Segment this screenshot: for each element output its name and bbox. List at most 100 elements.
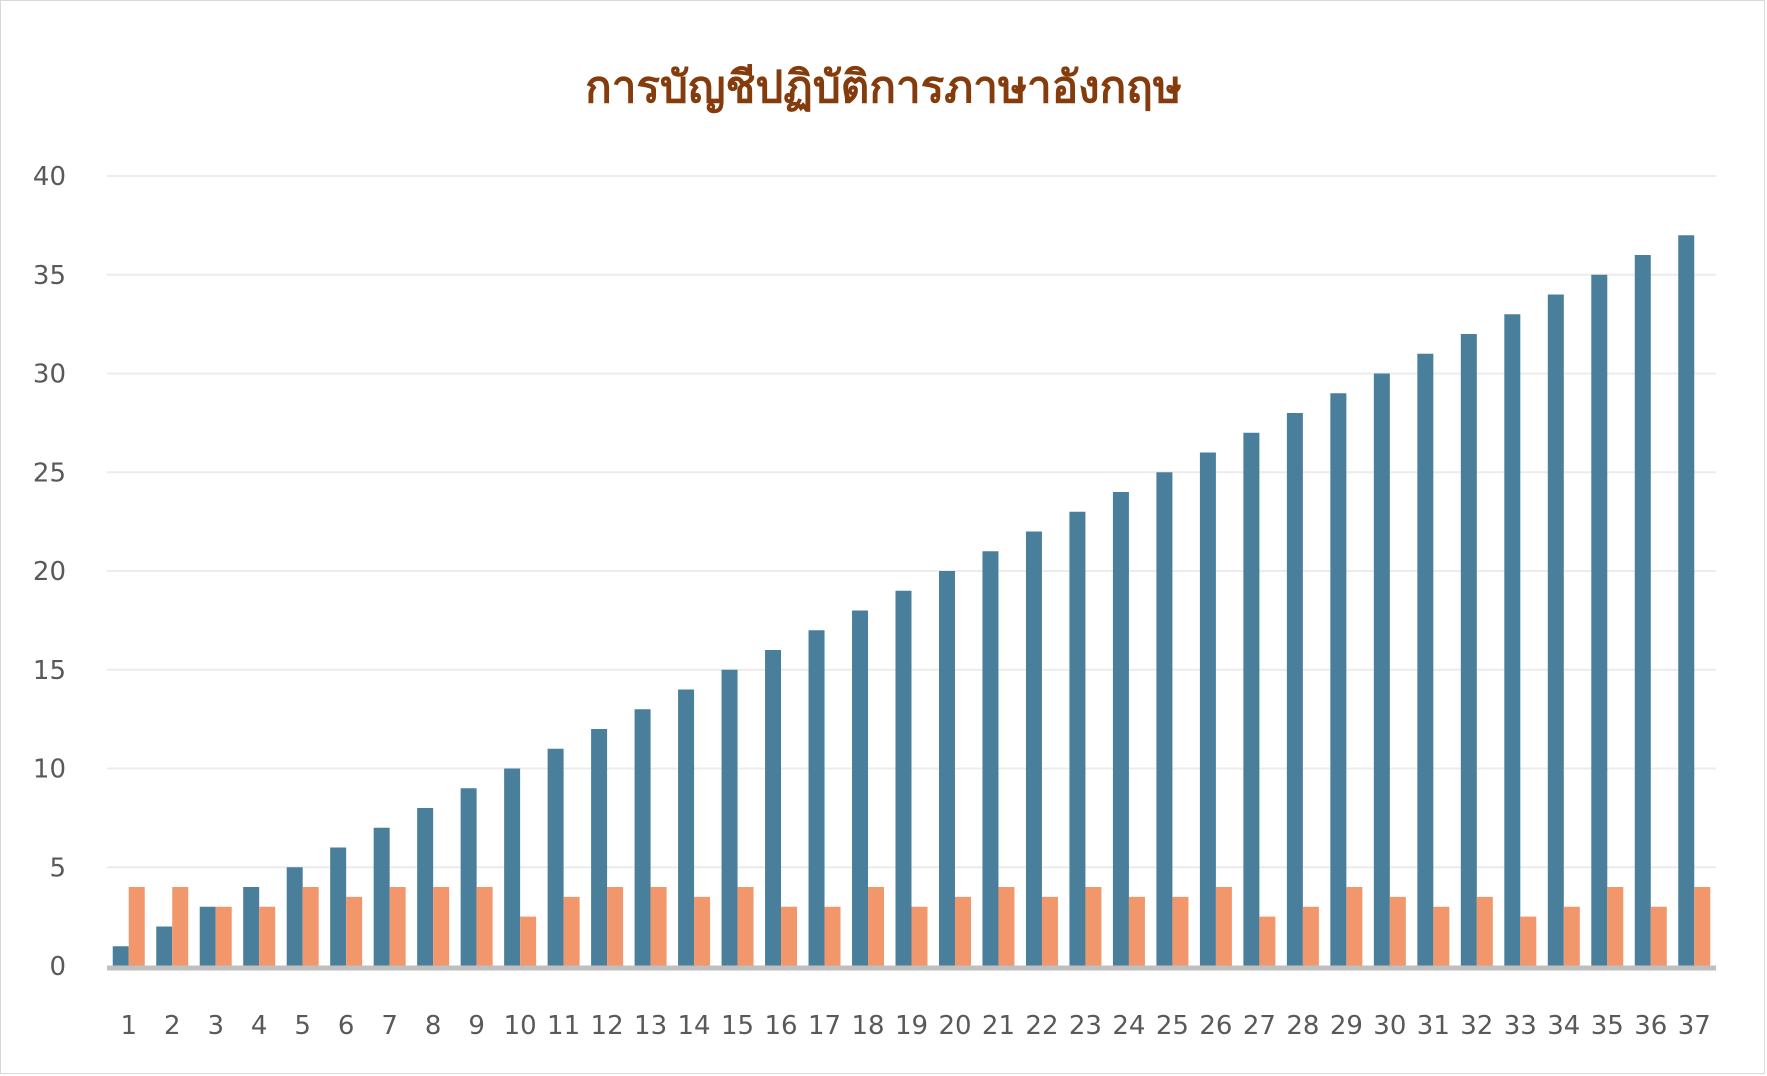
- bar-series-2: [998, 887, 1015, 966]
- y-axis-labels: 0 5 10 15 20 25 30 35 40: [33, 162, 66, 982]
- bar-series-2: [1346, 887, 1363, 966]
- bar-series-2: [1650, 906, 1667, 966]
- x-tick-label: 21: [982, 1011, 1015, 1041]
- x-tick-label: 37: [1678, 1011, 1711, 1041]
- x-tick-label: 11: [547, 1011, 580, 1041]
- bar-series-2: [1172, 896, 1189, 966]
- x-tick-label: 28: [1286, 1011, 1319, 1041]
- x-tick-label: 35: [1591, 1011, 1624, 1041]
- bar-series-1: [1156, 472, 1173, 966]
- bar-series-1: [112, 946, 129, 966]
- x-tick-label: 36: [1634, 1011, 1667, 1041]
- bar-series-2: [824, 906, 841, 966]
- x-tick-label: 24: [1112, 1011, 1145, 1041]
- bar-series-1: [721, 669, 738, 966]
- x-tick-label: 29: [1330, 1011, 1363, 1041]
- bar-series-2: [781, 906, 798, 966]
- bar-series-2: [607, 887, 624, 966]
- bar-series-1: [373, 827, 390, 966]
- x-tick-label: 15: [721, 1011, 754, 1041]
- bar-series-2: [128, 887, 145, 966]
- bar-series-1: [1678, 235, 1695, 966]
- x-tick-label: 16: [764, 1011, 797, 1041]
- bar-series-2: [346, 896, 363, 966]
- bar-series-1: [1330, 393, 1347, 966]
- bar-series-1: [460, 788, 477, 966]
- x-tick-label: 18: [851, 1011, 884, 1041]
- bar-series-1: [591, 729, 608, 966]
- bar-series-2: [1302, 906, 1319, 966]
- bar-series-1: [504, 768, 521, 966]
- bar-series-1: [1547, 294, 1564, 966]
- bar-series-2: [737, 887, 754, 966]
- bar-series-1: [1504, 314, 1521, 966]
- bar-series-1: [199, 906, 216, 966]
- bar-series-1: [243, 887, 260, 966]
- x-tick-label: 27: [1243, 1011, 1276, 1041]
- bar-series-2: [1433, 906, 1450, 966]
- bar-series-2: [302, 887, 319, 966]
- bar-series-2: [868, 887, 885, 966]
- bar-series-1: [852, 610, 869, 966]
- bar-series-1: [895, 590, 912, 966]
- x-tick-label: 20: [938, 1011, 971, 1041]
- x-tick-label: 7: [381, 1011, 398, 1041]
- bar-series-2: [1389, 896, 1406, 966]
- x-tick-label: 12: [591, 1011, 624, 1041]
- bar-series-2: [172, 887, 189, 966]
- bar-series-2: [911, 906, 928, 966]
- x-tick-label: 19: [895, 1011, 928, 1041]
- y-tick-label: 35: [33, 261, 66, 291]
- bars: [112, 235, 1711, 966]
- y-tick-label: 0: [49, 952, 66, 982]
- bar-series-2: [1259, 916, 1276, 966]
- bar-series-1: [1417, 353, 1434, 966]
- bar-series-2: [1476, 896, 1493, 966]
- x-tick-label: 25: [1156, 1011, 1189, 1041]
- bar-series-1: [1373, 373, 1390, 966]
- bar-series-2: [476, 887, 493, 966]
- bar-series-2: [433, 887, 450, 966]
- bar-series-2: [1563, 906, 1580, 966]
- bar-series-2: [563, 896, 580, 966]
- x-tick-label: 10: [504, 1011, 537, 1041]
- x-tick-label: 9: [468, 1011, 485, 1041]
- bar-series-2: [389, 887, 406, 966]
- y-tick-label: 10: [33, 755, 66, 785]
- bar-series-1: [1112, 492, 1129, 966]
- bar-series-1: [1591, 274, 1608, 966]
- x-tick-label: 8: [425, 1011, 442, 1041]
- x-tick-label: 2: [164, 1011, 181, 1041]
- bar-series-1: [1025, 531, 1042, 966]
- bar-series-2: [1520, 916, 1537, 966]
- bar-series-2: [215, 906, 232, 966]
- x-axis-labels: 1 2 3 4 5 6 7 8 9 10 11 12 13 14 15 16 17 18 19 20 21 22 23 24 2…: [120, 1011, 1710, 1041]
- y-tick-label: 40: [33, 162, 66, 192]
- x-tick-label: 6: [338, 1011, 355, 1041]
- x-tick-label: 33: [1504, 1011, 1537, 1041]
- bar-series-2: [520, 916, 537, 966]
- bar-series-2: [694, 896, 711, 966]
- x-tick-label: 14: [678, 1011, 711, 1041]
- bar-series-1: [634, 709, 651, 966]
- x-tick-label: 5: [294, 1011, 311, 1041]
- bar-series-1: [286, 867, 303, 966]
- bar-series-2: [259, 906, 276, 966]
- x-tick-label: 26: [1199, 1011, 1232, 1041]
- bar-series-1: [808, 630, 825, 966]
- x-tick-label: 32: [1460, 1011, 1493, 1041]
- bar-series-2: [954, 896, 971, 966]
- chart-title: การบัญชีปฏิบัติการภาษาอังกฤษ: [585, 62, 1182, 113]
- y-tick-label: 15: [33, 656, 66, 686]
- bar-series-1: [1199, 452, 1216, 966]
- x-tick-label: 1: [120, 1011, 137, 1041]
- bar-series-1: [156, 926, 173, 966]
- bar-series-1: [765, 650, 782, 966]
- y-tick-label: 25: [33, 458, 66, 488]
- bar-series-1: [678, 689, 695, 966]
- bar-series-1: [1286, 413, 1303, 966]
- bar-series-1: [1243, 432, 1260, 966]
- bar-series-2: [1215, 887, 1232, 966]
- bar-series-1: [1634, 255, 1651, 966]
- bar-series-1: [417, 808, 434, 966]
